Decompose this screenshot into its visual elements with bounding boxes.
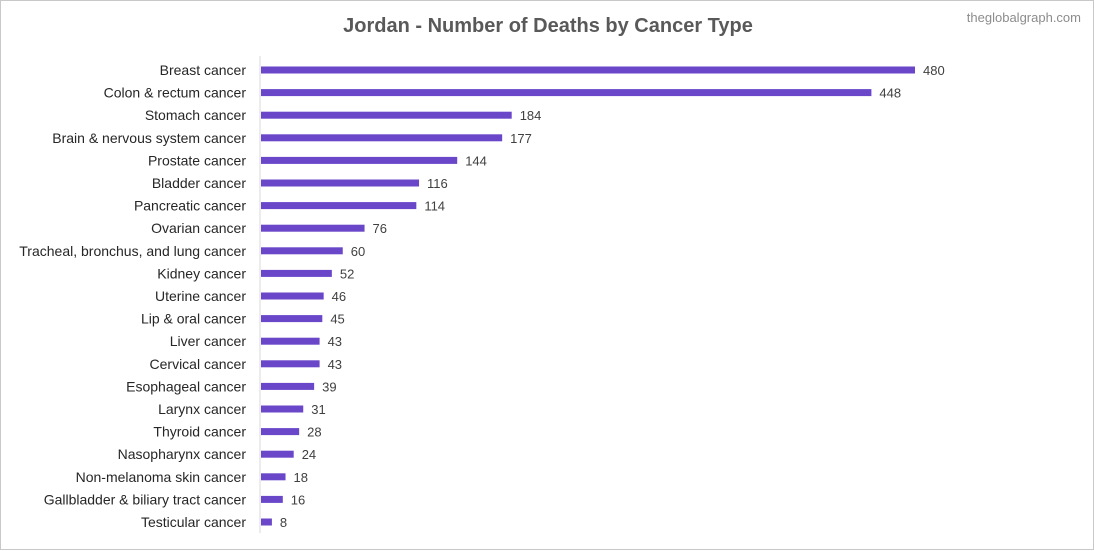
data-label: 39 bbox=[322, 379, 336, 394]
data-label: 116 bbox=[427, 176, 448, 191]
data-label: 184 bbox=[520, 108, 542, 123]
category-label: Uterine cancer bbox=[155, 288, 246, 304]
data-label: 24 bbox=[302, 447, 316, 462]
data-label: 31 bbox=[311, 402, 325, 417]
bar bbox=[261, 247, 343, 255]
bar bbox=[261, 428, 300, 436]
category-label: Larynx cancer bbox=[158, 401, 246, 417]
bar bbox=[261, 518, 272, 526]
data-label: 16 bbox=[291, 492, 305, 507]
bar bbox=[261, 66, 915, 74]
bar bbox=[261, 360, 320, 368]
category-label: Pancreatic cancer bbox=[134, 198, 246, 214]
data-label: 76 bbox=[373, 221, 387, 236]
category-label: Ovarian cancer bbox=[151, 220, 246, 236]
data-label: 480 bbox=[923, 63, 945, 78]
bar bbox=[261, 292, 324, 300]
bar bbox=[261, 450, 294, 458]
category-label: Lip & oral cancer bbox=[141, 311, 246, 327]
category-label: Brain & nervous system cancer bbox=[52, 130, 246, 146]
category-label: Thyroid cancer bbox=[153, 424, 246, 440]
category-label: Testicular cancer bbox=[141, 514, 246, 530]
category-label: Colon & rectum cancer bbox=[104, 85, 247, 101]
data-label: 52 bbox=[340, 266, 354, 281]
data-label: 114 bbox=[424, 199, 445, 214]
chart-title: Jordan - Number of Deaths by Cancer Type bbox=[343, 15, 753, 37]
category-label: Prostate cancer bbox=[148, 152, 246, 168]
bar bbox=[261, 156, 458, 164]
category-label: Bladder cancer bbox=[152, 175, 247, 191]
data-label: 144 bbox=[465, 153, 487, 168]
bar bbox=[261, 382, 315, 390]
bar bbox=[261, 405, 304, 413]
category-label: Tracheal, bronchus, and lung cancer bbox=[19, 243, 246, 259]
data-label: 8 bbox=[280, 515, 287, 530]
category-label: Non-melanoma skin cancer bbox=[76, 469, 247, 485]
category-label: Gallbladder & biliary tract cancer bbox=[44, 491, 247, 507]
bar bbox=[261, 179, 420, 187]
data-label: 60 bbox=[351, 244, 365, 259]
data-label: 448 bbox=[879, 86, 901, 101]
bar bbox=[261, 269, 332, 277]
data-label: 46 bbox=[332, 289, 346, 304]
bar bbox=[261, 315, 323, 323]
category-label: Breast cancer bbox=[160, 62, 247, 78]
category-label: Stomach cancer bbox=[145, 107, 246, 123]
bar bbox=[261, 89, 872, 97]
data-label: 45 bbox=[330, 312, 344, 327]
data-label: 43 bbox=[328, 357, 342, 372]
category-label: Nasopharynx cancer bbox=[118, 446, 247, 462]
category-label: Esophageal cancer bbox=[126, 378, 246, 394]
data-label: 18 bbox=[294, 470, 308, 485]
data-label: 28 bbox=[307, 425, 321, 440]
category-label: Kidney cancer bbox=[157, 265, 246, 281]
category-label: Liver cancer bbox=[170, 333, 247, 349]
data-label: 43 bbox=[328, 334, 342, 349]
bar bbox=[261, 202, 417, 210]
bar bbox=[261, 134, 503, 142]
bar bbox=[261, 473, 286, 481]
bar bbox=[261, 111, 512, 119]
category-label: Cervical cancer bbox=[150, 356, 247, 372]
watermark: theglobalgraph.com bbox=[966, 10, 1081, 25]
data-label: 177 bbox=[510, 131, 532, 146]
bar bbox=[261, 337, 320, 345]
bar bbox=[261, 224, 365, 232]
bar bbox=[261, 495, 283, 503]
